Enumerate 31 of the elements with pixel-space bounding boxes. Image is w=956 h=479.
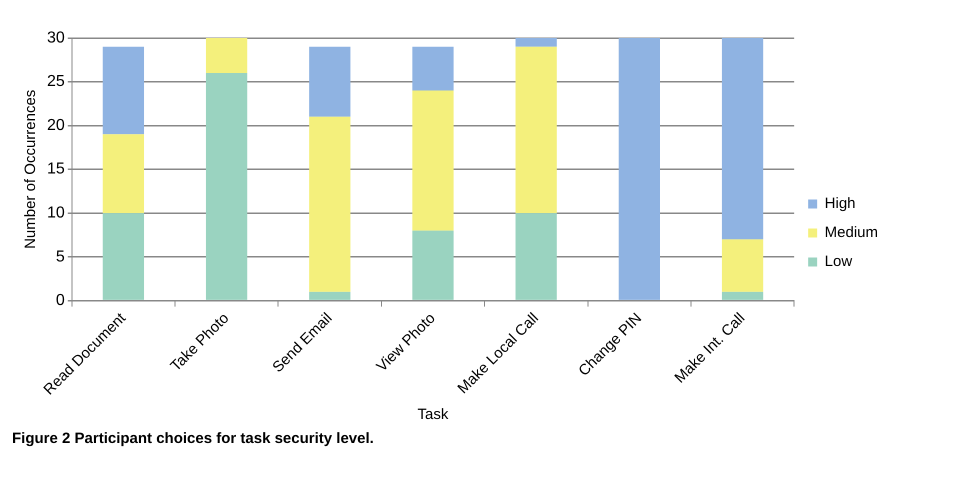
bar (516, 213, 557, 300)
legend-label: Low (824, 253, 852, 270)
y-axis-title: Number of Occurrences (22, 90, 40, 249)
y-tick-label: 0 (56, 292, 65, 310)
x-axis-title: Task (418, 406, 449, 424)
bar (412, 46, 454, 91)
legend-label: High (824, 195, 856, 212)
bar (102, 134, 144, 214)
bar (722, 239, 764, 292)
y-tick-label: 25 (47, 73, 65, 90)
bar (618, 38, 660, 300)
bar (722, 38, 764, 240)
bar (516, 38, 557, 47)
y-tick-label: 20 (47, 116, 65, 134)
bar (309, 46, 350, 117)
y-tick-label: 30 (47, 29, 65, 46)
caption: Figure 2 Participant choices for task security level. (12, 430, 375, 447)
bar (516, 46, 557, 214)
bar (722, 292, 764, 300)
bar (206, 73, 248, 300)
bar (102, 46, 144, 134)
legend-label: Medium (824, 224, 878, 242)
bar (309, 292, 350, 300)
bar (412, 90, 454, 231)
bar (309, 116, 350, 292)
y-tick-label: 10 (47, 204, 65, 222)
bar (412, 230, 454, 300)
bar (206, 38, 248, 74)
y-tick-label: 5 (56, 248, 65, 266)
y-tick-label: 15 (47, 160, 65, 178)
bar (102, 213, 144, 300)
